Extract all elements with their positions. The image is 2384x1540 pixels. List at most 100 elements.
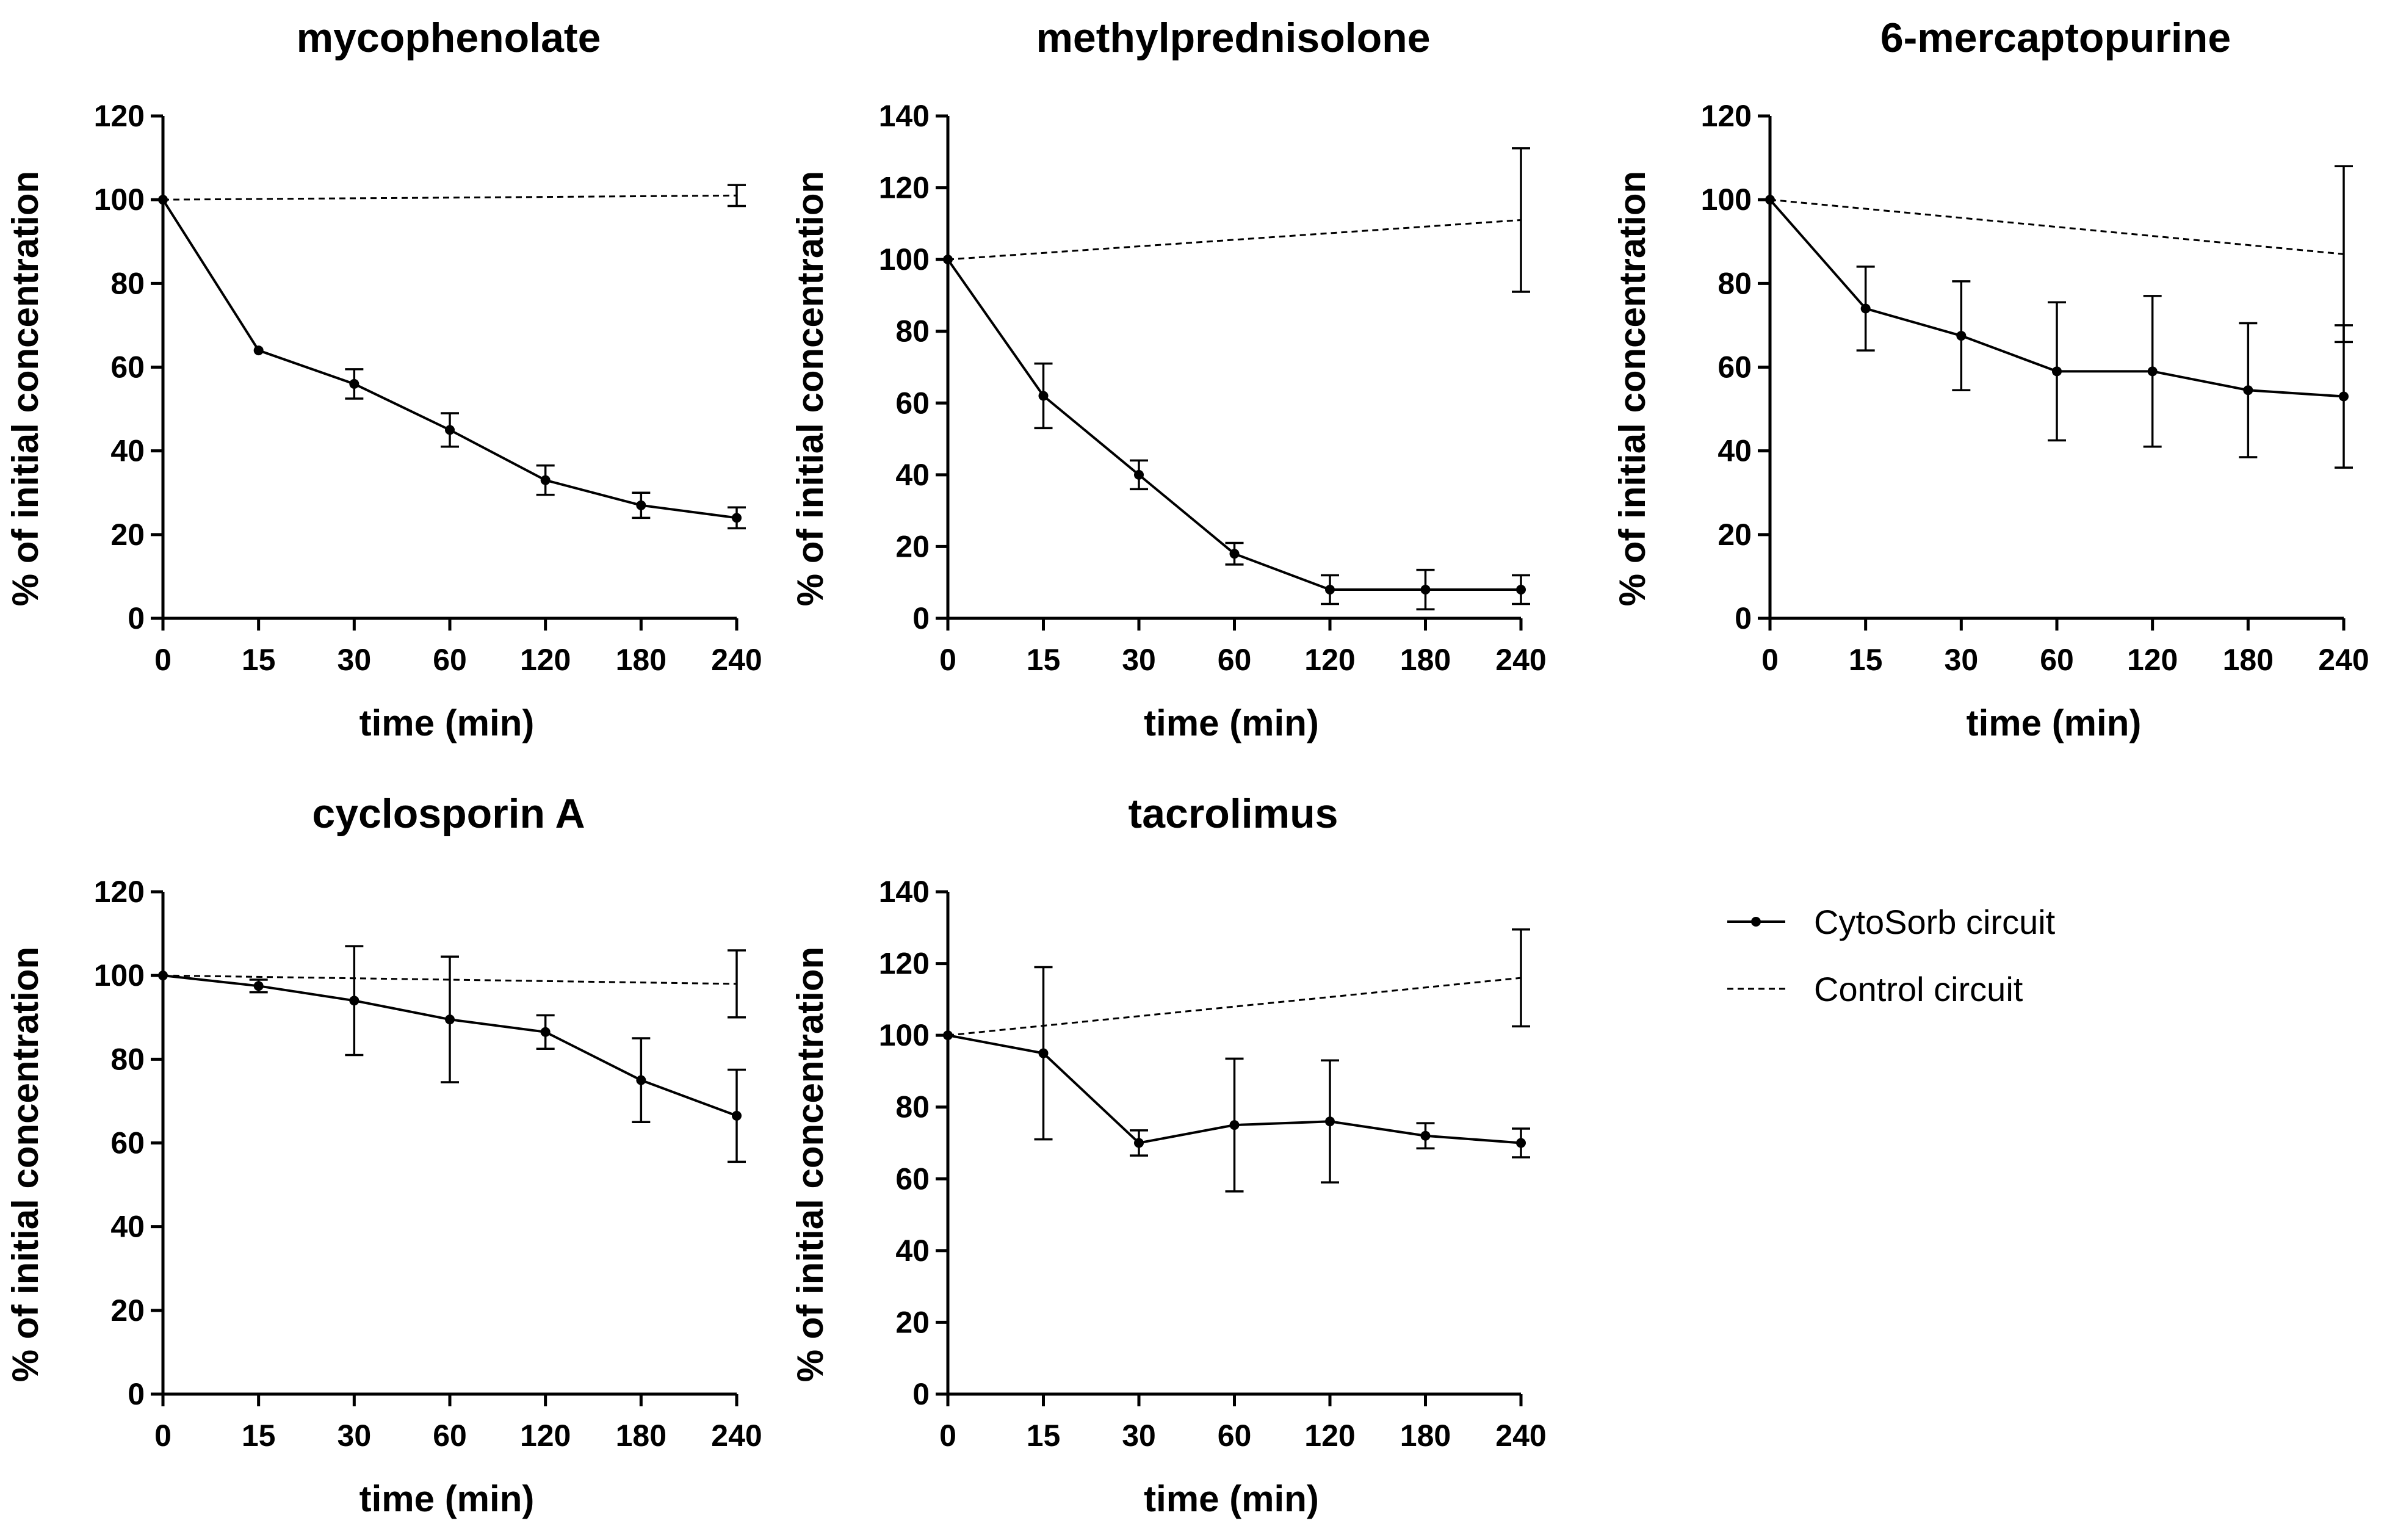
x-tick-label-cyclosporin-a-0: 0 — [154, 1419, 172, 1453]
x-tick-label-tacrolimus-60: 60 — [1218, 1419, 1252, 1453]
y-tick-label-methylprednisolone-0: 0 — [912, 601, 930, 635]
y-tick-label-cyclosporin-a-100: 100 — [94, 958, 145, 992]
legend-label-cytosorb: CytoSorb circuit — [1814, 903, 2056, 941]
x-tick-label-tacrolimus-30: 30 — [1122, 1419, 1156, 1453]
chart-methylprednisolone: methylprednisolone 0 20 40 60 80 100 120 140 0 15 3… — [790, 15, 1547, 743]
y-tick-label-cyclosporin-a-20: 20 — [110, 1293, 145, 1328]
data-point-methylprednisolone-cytosorb-180 — [1420, 584, 1431, 595]
data-point-tacrolimus-cytosorb-15 — [1038, 1048, 1049, 1058]
series-line-methylprednisolone-cytosorb — [947, 258, 1521, 591]
data-point-methylprednisolone-cytosorb-120 — [1325, 584, 1335, 595]
x-tick-label-cyclosporin-a-15: 15 — [242, 1419, 276, 1453]
x-tick-label-methylprednisolone-240: 240 — [1495, 643, 1546, 677]
data-point-mercaptopurine-cytosorb-120 — [2147, 366, 2158, 377]
x-tick-label-tacrolimus-120: 120 — [1304, 1419, 1355, 1453]
x-axis-label-cyclosporin-a: time (min) — [359, 1478, 535, 1519]
y-tick-label-tacrolimus-140: 140 — [879, 875, 930, 909]
x-tick-label-methylprednisolone-180: 180 — [1400, 643, 1451, 677]
x-tick-label-cyclosporin-a-180: 180 — [616, 1419, 666, 1453]
y-tick-label-mycophenolate-40: 40 — [110, 434, 145, 468]
x-tick-label-mercaptopurine-30: 30 — [1945, 643, 1979, 677]
chart-title-tacrolimus: tacrolimus — [1129, 790, 1338, 837]
y-tick-label-cyclosporin-a-0: 0 — [128, 1377, 145, 1411]
y-axis-label-tacrolimus: % of initial concentration — [790, 947, 831, 1382]
error-bar-methylprednisolone-control-240 — [1512, 147, 1530, 293]
data-point-methylprednisolone-cytosorb-15 — [1038, 391, 1049, 401]
x-tick-label-methylprednisolone-0: 0 — [939, 643, 956, 677]
error-bar-tacrolimus-control-240 — [1512, 928, 1530, 1028]
y-tick-label-cyclosporin-a-80: 80 — [110, 1042, 145, 1076]
data-point-mycophenolate-cytosorb-60 — [445, 425, 455, 435]
data-point-tacrolimus-cytosorb-180 — [1420, 1130, 1431, 1141]
y-tick-label-tacrolimus-120: 120 — [879, 947, 930, 981]
y-tick-label-mercaptopurine-60: 60 — [1718, 350, 1752, 385]
x-tick-label-methylprednisolone-30: 30 — [1122, 643, 1156, 677]
y-tick-label-methylprednisolone-100: 100 — [879, 242, 930, 277]
y-tick-label-tacrolimus-80: 80 — [895, 1090, 930, 1124]
chart-title-mycophenolate: mycophenolate — [297, 15, 601, 61]
x-tick-label-mycophenolate-0: 0 — [154, 643, 172, 677]
x-tick-label-tacrolimus-0: 0 — [939, 1419, 956, 1453]
x-tick-label-mercaptopurine-60: 60 — [2040, 643, 2074, 677]
y-tick-label-tacrolimus-0: 0 — [912, 1377, 930, 1411]
y-axis-label-cyclosporin-a: % of initial concentration — [5, 947, 46, 1382]
data-point-tacrolimus-cytosorb-240 — [1516, 1138, 1526, 1148]
legend-marker-cytosorb — [1751, 917, 1761, 927]
x-tick-label-mercaptopurine-120: 120 — [2127, 643, 2178, 677]
y-axis-label-mercaptopurine: % of initial concentration — [1612, 171, 1653, 606]
series-line-cyclosporin-a-control — [162, 974, 737, 985]
x-axis-label-methylprednisolone: time (min) — [1144, 703, 1319, 743]
x-tick-label-tacrolimus-180: 180 — [1400, 1419, 1451, 1453]
data-point-cyclosporin-a-cytosorb-60 — [445, 1014, 455, 1025]
y-tick-label-mycophenolate-100: 100 — [94, 183, 145, 217]
series-line-mercaptopurine-control — [1769, 198, 2344, 255]
x-tick-label-mycophenolate-15: 15 — [242, 643, 276, 677]
x-tick-label-mycophenolate-60: 60 — [433, 643, 467, 677]
y-tick-label-tacrolimus-60: 60 — [895, 1162, 930, 1196]
chart-tacrolimus: tacrolimus 0 20 40 60 80 100 120 140 0 15 30 60 120 18… — [790, 790, 1547, 1519]
data-point-mycophenolate-cytosorb-15 — [253, 345, 264, 356]
x-tick-label-cyclosporin-a-30: 30 — [338, 1419, 372, 1453]
y-tick-label-mycophenolate-60: 60 — [110, 350, 145, 385]
x-tick-label-methylprednisolone-60: 60 — [1218, 643, 1252, 677]
x-axis-label-tacrolimus: time (min) — [1144, 1478, 1319, 1519]
x-axis-label-mycophenolate: time (min) — [359, 703, 535, 743]
data-point-mycophenolate-cytosorb-240 — [732, 513, 742, 523]
legend-label-control: Control circuit — [1814, 970, 2023, 1008]
x-tick-label-cyclosporin-a-60: 60 — [433, 1419, 467, 1453]
y-tick-label-methylprednisolone-140: 140 — [879, 99, 930, 133]
data-point-tacrolimus-cytosorb-120 — [1325, 1116, 1335, 1127]
x-tick-label-methylprednisolone-120: 120 — [1304, 643, 1355, 677]
error-bar-cyclosporin-a-control-240 — [728, 949, 746, 1019]
data-point-mercaptopurine-cytosorb-180 — [2243, 385, 2253, 396]
y-tick-label-mycophenolate-0: 0 — [128, 601, 145, 635]
x-tick-label-mercaptopurine-15: 15 — [1849, 643, 1883, 677]
x-tick-label-methylprednisolone-15: 15 — [1027, 643, 1061, 677]
x-tick-label-mercaptopurine-180: 180 — [2223, 643, 2274, 677]
data-point-cyclosporin-a-cytosorb-120 — [540, 1027, 551, 1037]
y-tick-label-mercaptopurine-0: 0 — [1735, 601, 1752, 635]
data-point-tacrolimus-cytosorb-60 — [1229, 1120, 1240, 1130]
series-line-methylprednisolone-control — [947, 219, 1522, 261]
y-tick-label-methylprednisolone-80: 80 — [895, 314, 930, 349]
y-tick-label-cyclosporin-a-40: 40 — [110, 1210, 145, 1244]
y-tick-label-tacrolimus-100: 100 — [879, 1018, 930, 1052]
data-point-mycophenolate-cytosorb-30 — [349, 378, 359, 389]
y-tick-label-cyclosporin-a-120: 120 — [94, 875, 145, 909]
y-tick-label-tacrolimus-40: 40 — [895, 1234, 930, 1268]
legend: CytoSorb circuit Control circuit — [1727, 903, 2056, 1008]
y-tick-label-mercaptopurine-40: 40 — [1718, 434, 1752, 468]
y-tick-label-mycophenolate-80: 80 — [110, 266, 145, 300]
chart-mercaptopurine: 6-mercaptopurine 0 20 40 60 80 100 120 0 15 30 60 12… — [1612, 15, 2369, 743]
series-line-tacrolimus-control — [947, 977, 1522, 1036]
y-tick-label-methylprednisolone-120: 120 — [879, 171, 930, 205]
data-point-mercaptopurine-cytosorb-30 — [1956, 331, 1967, 341]
data-point-mercaptopurine-cytosorb-60 — [2052, 366, 2062, 377]
y-axis-label-methylprednisolone: % of initial concentration — [790, 171, 831, 606]
y-tick-label-mercaptopurine-100: 100 — [1701, 183, 1752, 217]
y-tick-label-mercaptopurine-20: 20 — [1718, 518, 1752, 552]
x-tick-label-mercaptopurine-0: 0 — [1761, 643, 1779, 677]
x-tick-label-tacrolimus-240: 240 — [1495, 1419, 1546, 1453]
error-bar-mycophenolate-control-240 — [728, 184, 746, 208]
